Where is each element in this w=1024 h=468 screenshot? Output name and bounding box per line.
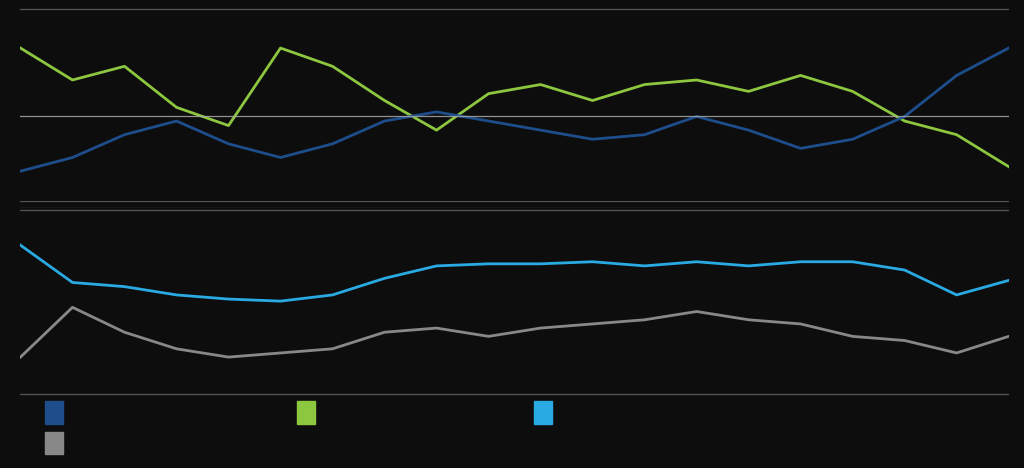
Bar bbox=[45, 402, 62, 424]
Bar bbox=[535, 402, 552, 424]
Bar bbox=[45, 431, 62, 454]
Bar bbox=[297, 402, 315, 424]
